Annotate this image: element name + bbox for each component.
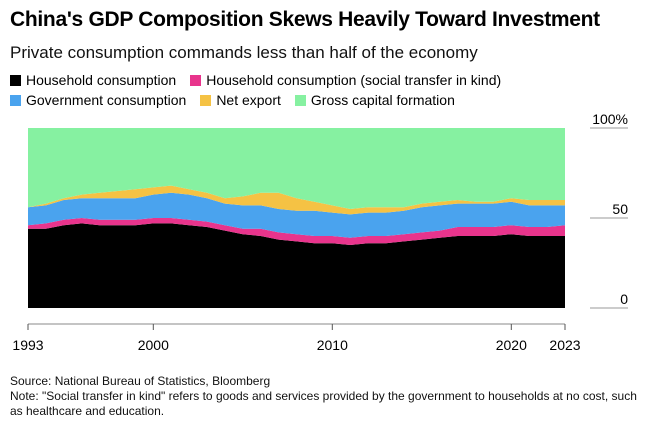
area-net-export [28,185,565,215]
note-text: Note: "Social transfer in kind" refers t… [10,389,637,418]
legend-row-2: Government consumption Net export Gross … [10,90,610,110]
legend-swatch-net-export [200,94,212,106]
legend-label-capital-formation: Gross capital formation [310,92,455,108]
x-tick-label: 1993 [12,337,43,353]
y-tick-label: 100% [592,111,628,127]
x-tick-label: 2000 [138,337,169,353]
legend-item-capital-formation: Gross capital formation [294,90,455,110]
legend-label-household: Household consumption [26,72,177,88]
source-text: Source: National Bureau of Statistics, B… [10,374,271,388]
chart-title: China's GDP Composition Skews Heavily To… [10,8,600,31]
y-tick-label: 50 [612,201,628,217]
x-tick-label: 2023 [549,337,580,353]
legend-item-net-export: Net export [200,90,281,110]
legend-label-social-transfer: Household consumption (social transfer i… [206,72,502,88]
y-tick-label: 0 [620,291,628,307]
legend-swatch-household [10,74,21,86]
area-gross-capital-formation [28,128,565,209]
legend-swatch-government [10,94,21,106]
legend-swatch-capital-formation [294,94,306,106]
footer: Source: National Bureau of Statistics, B… [10,374,640,419]
y-axis: 0 50 100% [590,111,628,309]
x-axis: 1993 2000 2010 2020 2023 [12,323,581,353]
chart-areas [28,128,565,308]
chart-subtitle: Private consumption commands less than h… [10,43,478,62]
legend-label-government: Government consumption [26,92,187,108]
legend-item-government: Government consumption [10,90,186,110]
legend: Household consumption Household consumpt… [10,70,610,110]
area-household-consumption-social-transfer-in-kind [28,218,565,245]
x-tick-label: 2010 [317,337,348,353]
legend-item-social-transfer: Household consumption (social transfer i… [190,70,501,90]
legend-swatch-social-transfer [190,74,202,86]
area-household-consumption [28,223,565,308]
area-government-consumption [28,192,565,238]
legend-label-net-export: Net export [216,92,281,108]
legend-row-1: Household consumption Household consumpt… [10,70,610,90]
x-tick-label: 2020 [496,337,527,353]
legend-item-household: Household consumption [10,70,176,90]
